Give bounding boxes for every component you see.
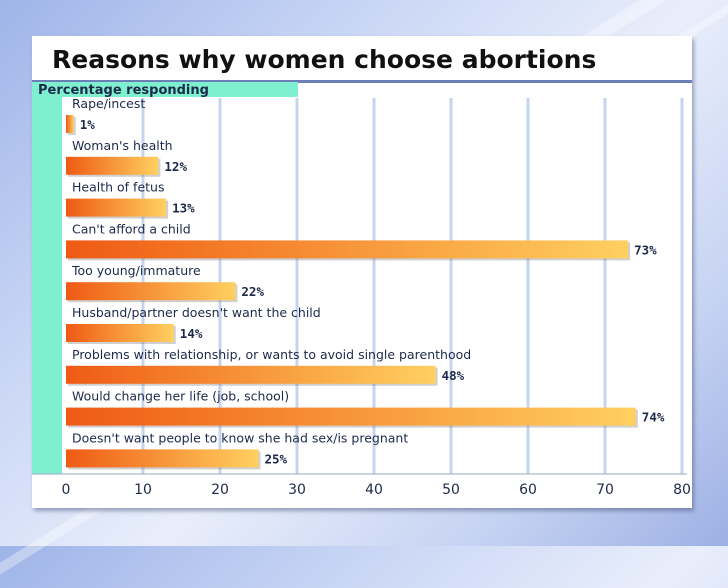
x-tick-label: 60: [519, 482, 537, 498]
x-tick-label: 0: [62, 482, 71, 498]
bar-value-label: 48%: [442, 368, 465, 383]
bar: [66, 282, 236, 301]
category-label: Too young/immature: [71, 263, 201, 278]
x-tick-label: 70: [596, 482, 614, 498]
bar-value-label: 13%: [172, 201, 195, 216]
category-label: Would change her life (job, school): [72, 389, 289, 404]
bar-value-label: 25%: [265, 451, 288, 466]
bar: [66, 407, 636, 426]
x-tick-label: 50: [442, 482, 460, 498]
bar-value-label: 14%: [180, 326, 203, 341]
bar-value-label: 12%: [164, 159, 187, 174]
x-tick-label: 10: [134, 482, 152, 498]
panel-strip: [32, 82, 62, 474]
bar-value-label: 74%: [642, 410, 665, 425]
bar: [66, 324, 174, 342]
bar: [66, 240, 629, 259]
category-label: Rape/incest: [72, 96, 145, 111]
x-tick-label: 40: [365, 482, 383, 498]
category-label: Husband/partner doesn't want the child: [72, 305, 321, 320]
bar: [66, 365, 436, 384]
category-label: Doesn't want people to know she had sex/…: [72, 430, 408, 445]
bar-value-label: 1%: [80, 117, 96, 132]
chart-title: Percentage responding: [38, 83, 209, 98]
bar: [66, 156, 159, 175]
bar: [66, 449, 259, 468]
bar-value-label: 22%: [241, 284, 264, 299]
bar: [66, 115, 74, 133]
category-label: Problems with relationship, or wants to …: [72, 347, 471, 362]
category-label: Can't afford a child: [72, 221, 191, 236]
title-divider: [32, 80, 692, 83]
chart-title-band: [32, 82, 298, 97]
x-tick-label: 20: [211, 482, 229, 498]
bar: [66, 198, 167, 217]
x-tick-label: 30: [288, 482, 306, 498]
bar-value-label: 73%: [634, 242, 657, 257]
category-label: Woman's health: [72, 138, 173, 153]
slide-title: Reasons why women choose abortions: [52, 45, 597, 74]
x-tick-label: 80: [673, 482, 691, 498]
category-label: Health of fetus: [72, 180, 164, 195]
